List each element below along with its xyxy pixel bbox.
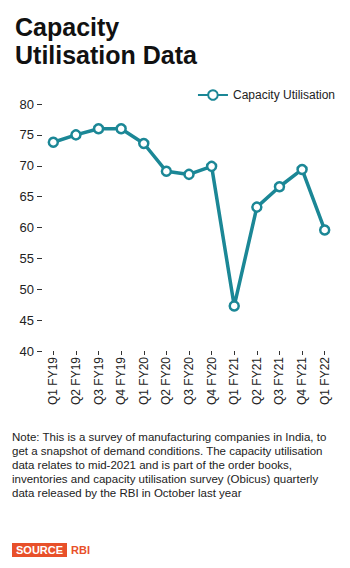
svg-text:40: 40: [20, 344, 34, 359]
svg-text:70: 70: [20, 158, 34, 173]
svg-text:75: 75: [20, 127, 34, 142]
svg-text:Q4 FY20: Q4 FY20: [205, 357, 219, 405]
svg-text:Q1 FY21: Q1 FY21: [227, 357, 241, 405]
svg-text:45: 45: [20, 313, 34, 328]
svg-text:Q1 FY20: Q1 FY20: [137, 357, 151, 405]
svg-text:Q3 FY20: Q3 FY20: [182, 357, 196, 405]
svg-text:80: 80: [20, 97, 34, 112]
html-text:RBI: RBI: [71, 544, 90, 556]
svg-text:Q2 FY19: Q2 FY19: [69, 357, 83, 405]
svg-text:Capacity: Capacity: [15, 13, 126, 41]
svg-text:Q2 FY20: Q2 FY20: [159, 357, 173, 405]
svg-text:Q4 FY21: Q4 FY21: [295, 357, 309, 405]
svg-text:50: 50: [20, 282, 34, 297]
svg-text:Q2 FY21: Q2 FY21: [250, 357, 264, 405]
svg-text:55: 55: [20, 251, 34, 266]
html-text:Note: This is a survey of manu: Note: This is a survey of manufacturing …: [12, 431, 327, 499]
svg-text:Q3 FY19: Q3 FY19: [92, 357, 106, 405]
svg-text:65: 65: [20, 189, 34, 204]
svg-text:Q4 FY19: Q4 FY19: [114, 357, 128, 405]
svg-text:Capacity Utilisation: Capacity Utilisation: [233, 88, 335, 102]
svg-text:Q3 FY21: Q3 FY21: [272, 357, 286, 405]
svg-text:Q1 FY19: Q1 FY19: [46, 357, 60, 405]
svg-text:Q1 FY22: Q1 FY22: [318, 357, 332, 405]
svg-text:60: 60: [20, 220, 34, 235]
html-text:SOURCE: SOURCE: [16, 544, 64, 556]
svg-text:Utilisation Data: Utilisation Data: [15, 41, 198, 69]
